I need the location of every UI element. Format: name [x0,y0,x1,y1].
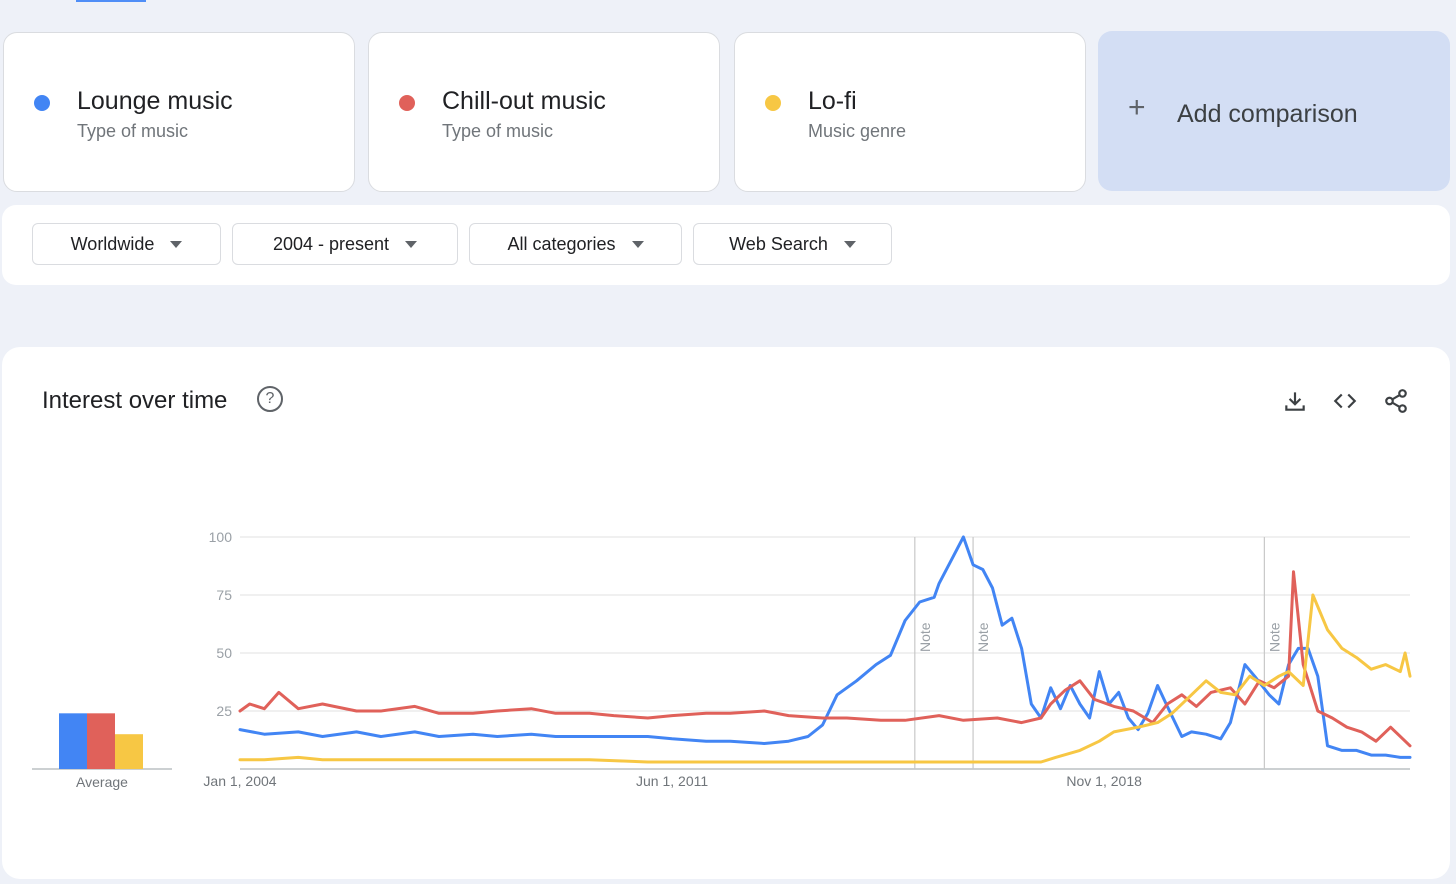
term-card-lounge-music[interactable]: Lounge music Type of music [3,32,355,192]
note-label: Note [917,622,933,652]
term-type: Music genre [808,121,907,141]
note-label: Note [975,622,991,652]
panel-title: Interest over time [42,387,228,414]
y-tick-label: 50 [216,645,232,661]
search-type-dropdown[interactable]: Web Search [693,223,892,265]
caret-down-icon [631,240,644,248]
category-value: All categories [507,233,616,254]
series-line-2 [238,570,1412,748]
caret-down-icon [170,240,183,248]
share-icon[interactable] [1383,388,1409,414]
term-name[interactable]: Lo-fi [808,87,857,115]
plus-icon: + [1128,91,1146,124]
region-dropdown[interactable]: Worldwide [32,223,221,265]
term-name[interactable]: Chill-out music [442,87,606,115]
interest-over-time-panel: Interest over time ? 25 50 75 100 Jan 1, 200… [2,347,1450,879]
term-type: Type of music [77,121,189,141]
term-card-chill-out-music[interactable]: Chill-out music Type of music [368,32,720,192]
category-dropdown[interactable]: All categories [469,223,682,265]
x-tick-label: Jun 1, 2011 [636,773,708,789]
add-comparison-label: Add comparison [1177,100,1358,128]
time-range-dropdown[interactable]: 2004 - present [232,223,458,265]
term-color-dot [765,95,781,111]
series-line-3 [238,593,1412,764]
term-type: Type of music [442,121,554,141]
region-value: Worldwide [70,233,155,254]
y-tick-label: 100 [209,529,233,545]
series-line-1 [238,535,1412,759]
average-bar [115,734,143,769]
filter-bar: Worldwide 2004 - present All categories … [2,205,1450,285]
add-comparison-button[interactable]: + Add comparison [1098,31,1450,191]
x-tick-label: Jan 1, 2004 [203,773,276,789]
term-card-lo-fi[interactable]: Lo-fi Music genre [734,32,1086,192]
y-tick-label: 75 [216,587,232,603]
search-type-value: Web Search [729,233,828,254]
tab-indicator [76,0,146,2]
term-color-dot [399,95,415,111]
time-range-value: 2004 - present [272,233,390,254]
y-tick-label: 25 [216,703,232,719]
interest-chart: 25 50 75 100 Jan 1, 2004 Jun 1, 2011 Nov 1, 20… [32,529,1412,790]
download-icon[interactable] [1282,388,1308,414]
average-bar [87,713,115,769]
term-name[interactable]: Lounge music [77,87,233,115]
average-label: Average [76,774,128,790]
caret-down-icon [405,240,418,248]
term-color-dot [34,95,50,111]
caret-down-icon [843,240,856,248]
help-icon[interactable]: ? [257,386,283,412]
average-bar [59,713,87,769]
x-tick-label: Nov 1, 2018 [1066,773,1142,789]
note-label: Note [1266,622,1282,652]
embed-icon[interactable] [1332,388,1358,414]
